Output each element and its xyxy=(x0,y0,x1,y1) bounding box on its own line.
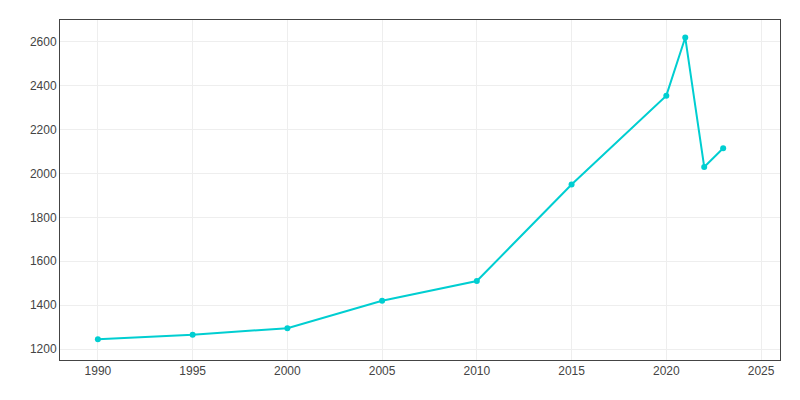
svg-text:2025: 2025 xyxy=(748,364,775,378)
svg-text:2000: 2000 xyxy=(30,167,57,181)
svg-text:2015: 2015 xyxy=(558,364,585,378)
svg-text:2010: 2010 xyxy=(463,364,490,378)
svg-text:2200: 2200 xyxy=(30,123,57,137)
svg-text:1800: 1800 xyxy=(30,211,57,225)
svg-text:2005: 2005 xyxy=(369,364,396,378)
svg-text:1990: 1990 xyxy=(85,364,112,378)
svg-text:1200: 1200 xyxy=(30,342,57,356)
svg-text:1600: 1600 xyxy=(30,254,57,268)
svg-text:1995: 1995 xyxy=(179,364,206,378)
svg-text:2400: 2400 xyxy=(30,79,57,93)
svg-text:1400: 1400 xyxy=(30,298,57,312)
svg-text:2000: 2000 xyxy=(274,364,301,378)
svg-text:2020: 2020 xyxy=(653,364,680,378)
svg-text:2600: 2600 xyxy=(30,35,57,49)
